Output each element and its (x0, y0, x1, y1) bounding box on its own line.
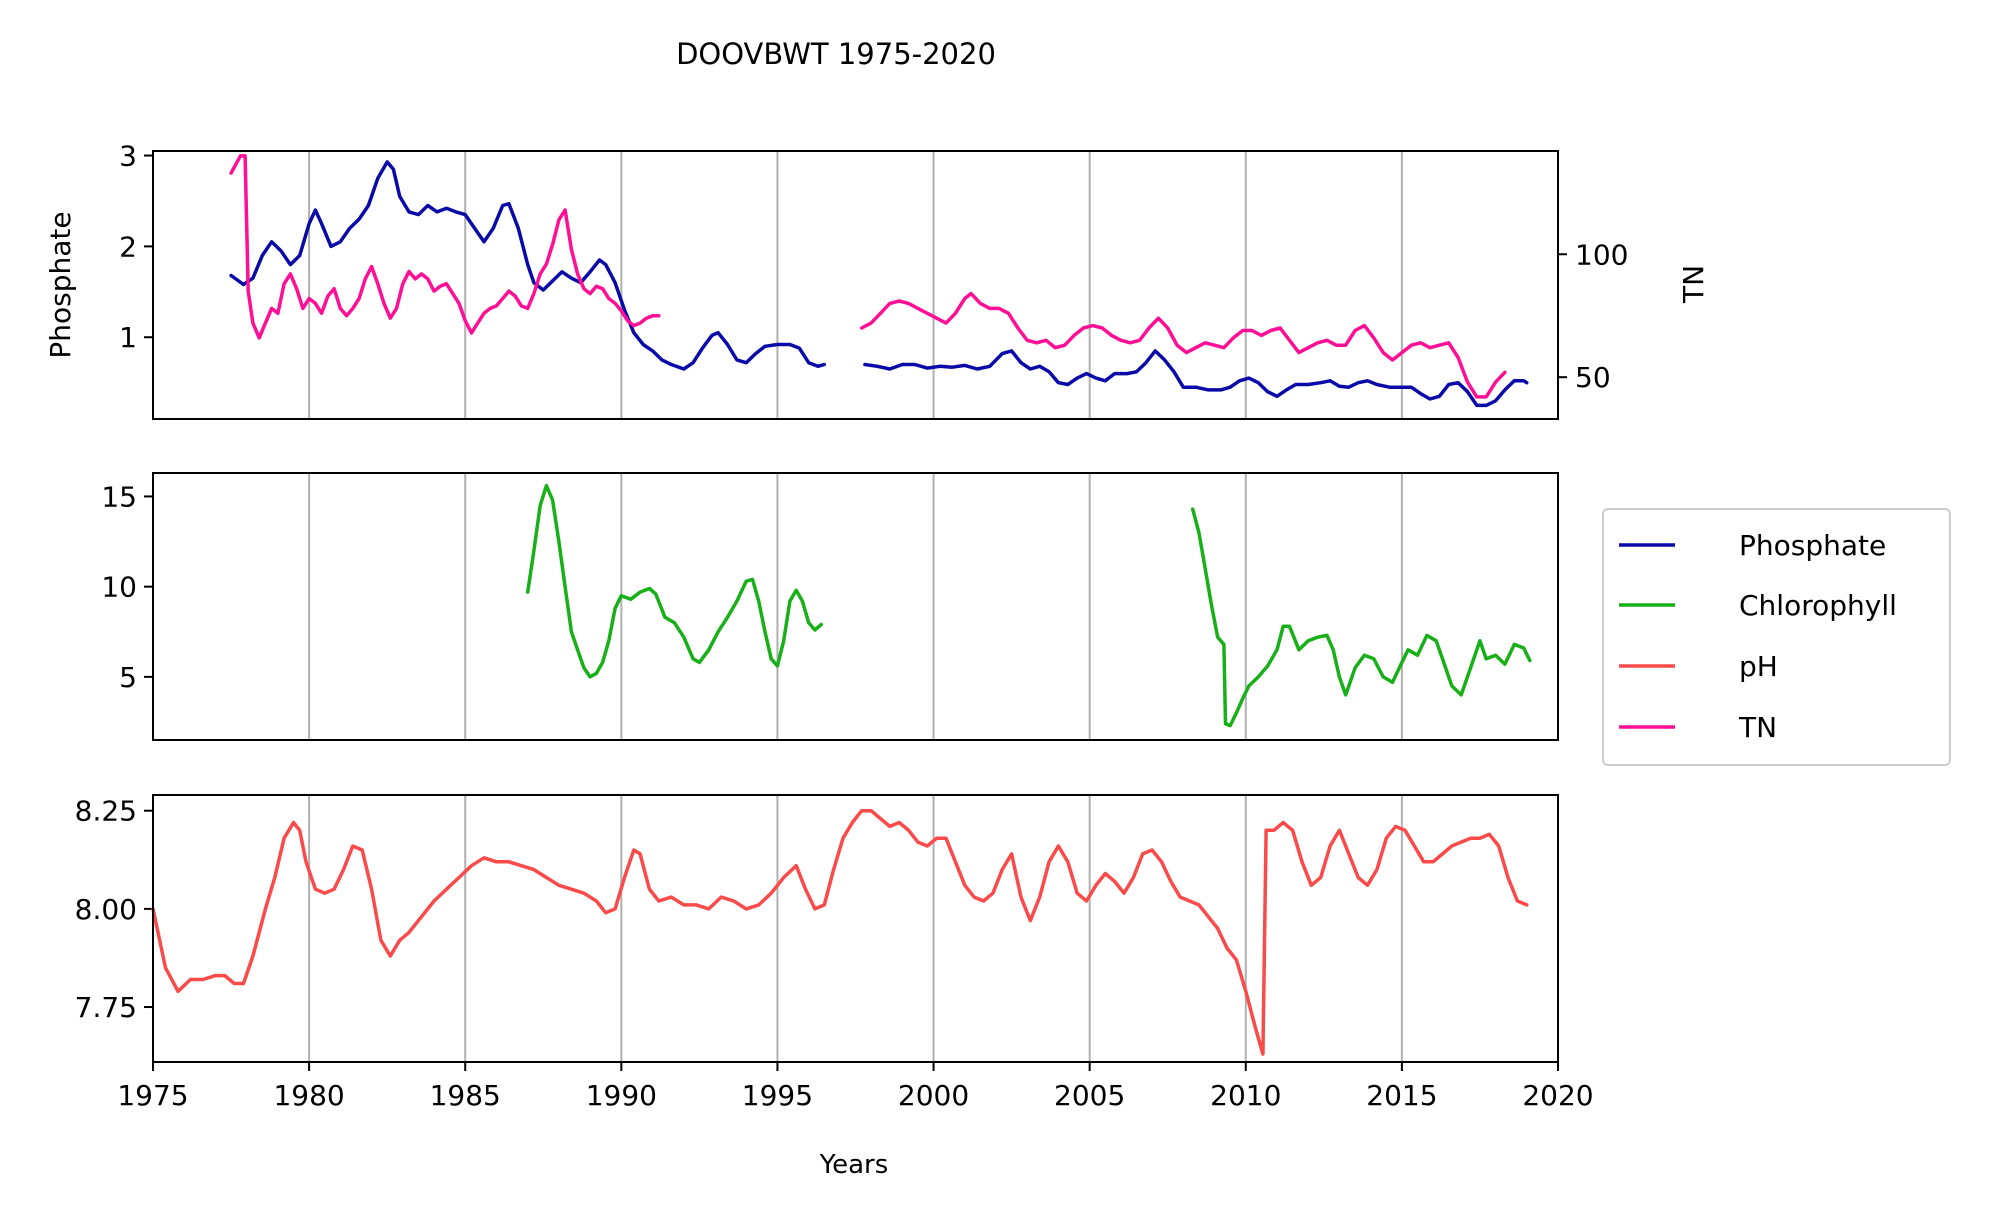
legend-entry-phosphate: Phosphate (1619, 529, 1886, 562)
series-line-phosphate-1 (229, 160, 827, 371)
y-tick-label-15: 15 (101, 480, 137, 513)
panel-frame (152, 150, 1559, 420)
panel-frame (152, 472, 1559, 741)
y-tick-label-5: 5 (119, 661, 137, 694)
legend-label-ph: pH (1739, 650, 1778, 683)
x-tick-label-1980: 1980 (273, 1079, 344, 1112)
y-axis-label-right: TN (1677, 265, 1710, 304)
panel-top: 1 2 3 Phosphate 50 100 TN (44, 140, 1710, 420)
series-line-phosphate-2 (863, 349, 1529, 408)
x-tick-label-2015: 2015 (1366, 1079, 1437, 1112)
y-tick-label-1: 1 (119, 321, 137, 354)
y-right-tick-label-50: 50 (1575, 361, 1611, 394)
series-line-chlorophyll-2 (1190, 507, 1532, 728)
chart-title: DOOVBWT 1975-2020 (676, 37, 996, 71)
y-right-tick-label-100: 100 (1575, 238, 1628, 271)
y-tick-label-3: 3 (119, 140, 137, 173)
y-tick-label-8-25: 8.25 (75, 795, 137, 828)
y-tick-label-7-75: 7.75 (75, 991, 137, 1024)
y-tick-label-2: 2 (119, 230, 137, 263)
y-tick-label-8-00: 8.00 (75, 893, 137, 926)
x-tick-label-2005: 2005 (1054, 1079, 1125, 1112)
series-line-ph-1 (151, 808, 1529, 1056)
panel-bottom: 7.75 8.00 8.25 (75, 794, 1559, 1063)
x-tick-label-1990: 1990 (586, 1079, 657, 1112)
y-tick-label-10: 10 (101, 571, 137, 604)
x-tick-label-2020: 2020 (1522, 1079, 1593, 1112)
legend-label-tn: TN (1738, 711, 1777, 744)
panel-frame (152, 794, 1559, 1063)
series-line-chlorophyll-1 (525, 483, 823, 679)
x-tick-label-1985: 1985 (430, 1079, 501, 1112)
legend-entry-tn: TN (1619, 711, 1777, 744)
legend-frame (1602, 508, 1951, 766)
x-tick-label-2010: 2010 (1210, 1079, 1281, 1112)
y-axis-label-left: Phosphate (44, 211, 77, 358)
x-tick-label-1975: 1975 (117, 1079, 188, 1112)
legend-entry-chlorophyll: Chlorophyll (1619, 589, 1897, 622)
legend-entry-ph: pH (1619, 650, 1778, 683)
x-tick-label-1995: 1995 (742, 1079, 813, 1112)
x-axis-ticks: 1975 1980 1985 1990 1995 2000 2005 2010 2015 2020 (117, 1062, 1594, 1112)
panel-middle: 5 10 15 (101, 472, 1559, 741)
legend-label-chlorophyll: Chlorophyll (1739, 589, 1897, 622)
x-axis-label: Years (819, 1150, 889, 1180)
series-line-tn-1 (229, 154, 661, 340)
x-tick-label-2000: 2000 (898, 1079, 969, 1112)
legend-label-phosphate: Phosphate (1739, 529, 1886, 562)
series-line-tn-2 (859, 291, 1507, 399)
legend: Phosphate Chlorophyll pH TN (1602, 508, 1951, 766)
